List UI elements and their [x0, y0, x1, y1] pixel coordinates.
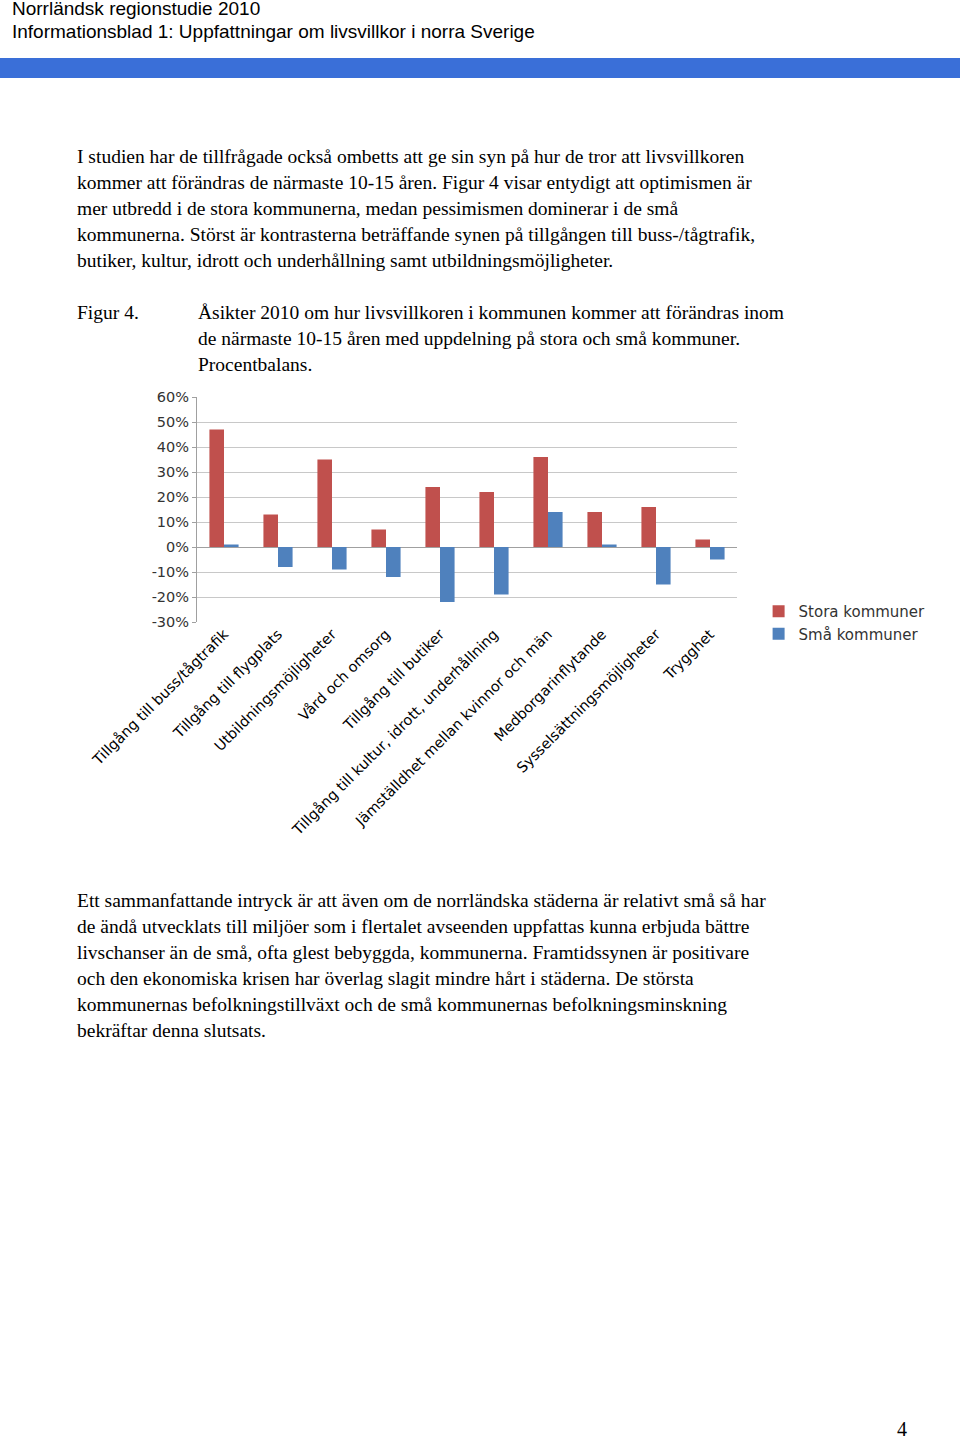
html-text:Ett sammanfattande intryck är: Ett sammanfattande intryck är att även o…: [77, 890, 766, 911]
html-text:de ändå utvecklats till miljöe: de ändå utvecklats till miljöer som i fl…: [77, 916, 750, 937]
svg-text:40%: 40%: [157, 439, 189, 455]
svg-text:Jämställdhet mellan kvinnor oc: Jämställdhet mellan kvinnor och män: [352, 626, 555, 829]
html-text:mer utbredd i de stora kommune: mer utbredd i de stora kommunerna, medan…: [77, 198, 679, 219]
svg-text:20%: 20%: [157, 489, 189, 505]
svg-text:0%: 0%: [166, 539, 189, 555]
svg-text:60%: 60%: [157, 389, 189, 405]
svg-text:-30%: -30%: [152, 614, 189, 630]
svg-text:Sysselsättningsmöjligheter: Sysselsättningsmöjligheter: [513, 626, 663, 776]
svg-text:Tillgång till buss/tågtrafik: Tillgång till buss/tågtrafik: [89, 626, 232, 769]
svg-text:50%: 50%: [157, 414, 189, 430]
svg-text:Tillgång till flygplats: Tillgång till flygplats: [170, 626, 285, 741]
svg-text:Tillgång till kultur, idrott,: Tillgång till kultur, idrott, underhålln…: [289, 626, 501, 838]
svg-text:30%: 30%: [157, 464, 189, 480]
svg-text:-20%: -20%: [152, 589, 189, 605]
svg-text:Tillgång till butiker: Tillgång till butiker: [340, 626, 447, 733]
svg-text:Utbildningsmöjligheter: Utbildningsmöjligheter: [211, 626, 339, 754]
html-text:kommunerna. Störst är kontrast: kommunerna. Störst är kontrasterna beträ…: [77, 224, 756, 245]
html-text:bekräftar denna slutsats.: bekräftar denna slutsats.: [77, 1020, 266, 1041]
html-text:och den ekonomiska krisen har: och den ekonomiska krisen har överlag sl…: [77, 968, 694, 989]
svg-text:10%: 10%: [157, 514, 189, 530]
html-text:de närmaste 10-15 åren med upp: de närmaste 10-15 åren med uppdelning på…: [198, 328, 741, 349]
svg-text:Vård och omsorg: Vård och omsorg: [296, 626, 394, 724]
svg-text:Medborgarinflytande: Medborgarinflytande: [491, 626, 609, 744]
html-text:livschanser än de små, ofta gl: livschanser än de små, ofta glest bebygg…: [77, 942, 749, 963]
html-text:Informationsblad 1: Uppfattnin: Informationsblad 1: Uppfattningar om liv…: [12, 21, 535, 42]
svg-text:Trygghet: Trygghet: [660, 626, 717, 683]
svg-text:Små kommuner: Små kommuner: [799, 626, 919, 644]
html-text:kommer att förändras de närmas: kommer att förändras de närmaste 10-15 å…: [77, 172, 752, 193]
html-text:kommunernas befolkningstillväx: kommunernas befolkningstillväxt och de s…: [77, 994, 727, 1015]
html-text:Åsikter 2010 om hur livsvillko: Åsikter 2010 om hur livsvillkoren i komm…: [198, 302, 784, 323]
svg-text:Stora kommuner: Stora kommuner: [799, 603, 926, 621]
html-text:butiker, kultur, idrott och un: butiker, kultur, idrott och underhållnin…: [77, 250, 614, 271]
html-text:I studien har de tillfrågade o: I studien har de tillfrågade också ombet…: [77, 146, 745, 167]
html-text:Procentbalans.: Procentbalans.: [198, 354, 313, 375]
html-text:Figur 4.: Figur 4.: [77, 302, 139, 323]
html-text:4: 4: [897, 1418, 907, 1439]
svg-text:-10%: -10%: [152, 564, 189, 580]
